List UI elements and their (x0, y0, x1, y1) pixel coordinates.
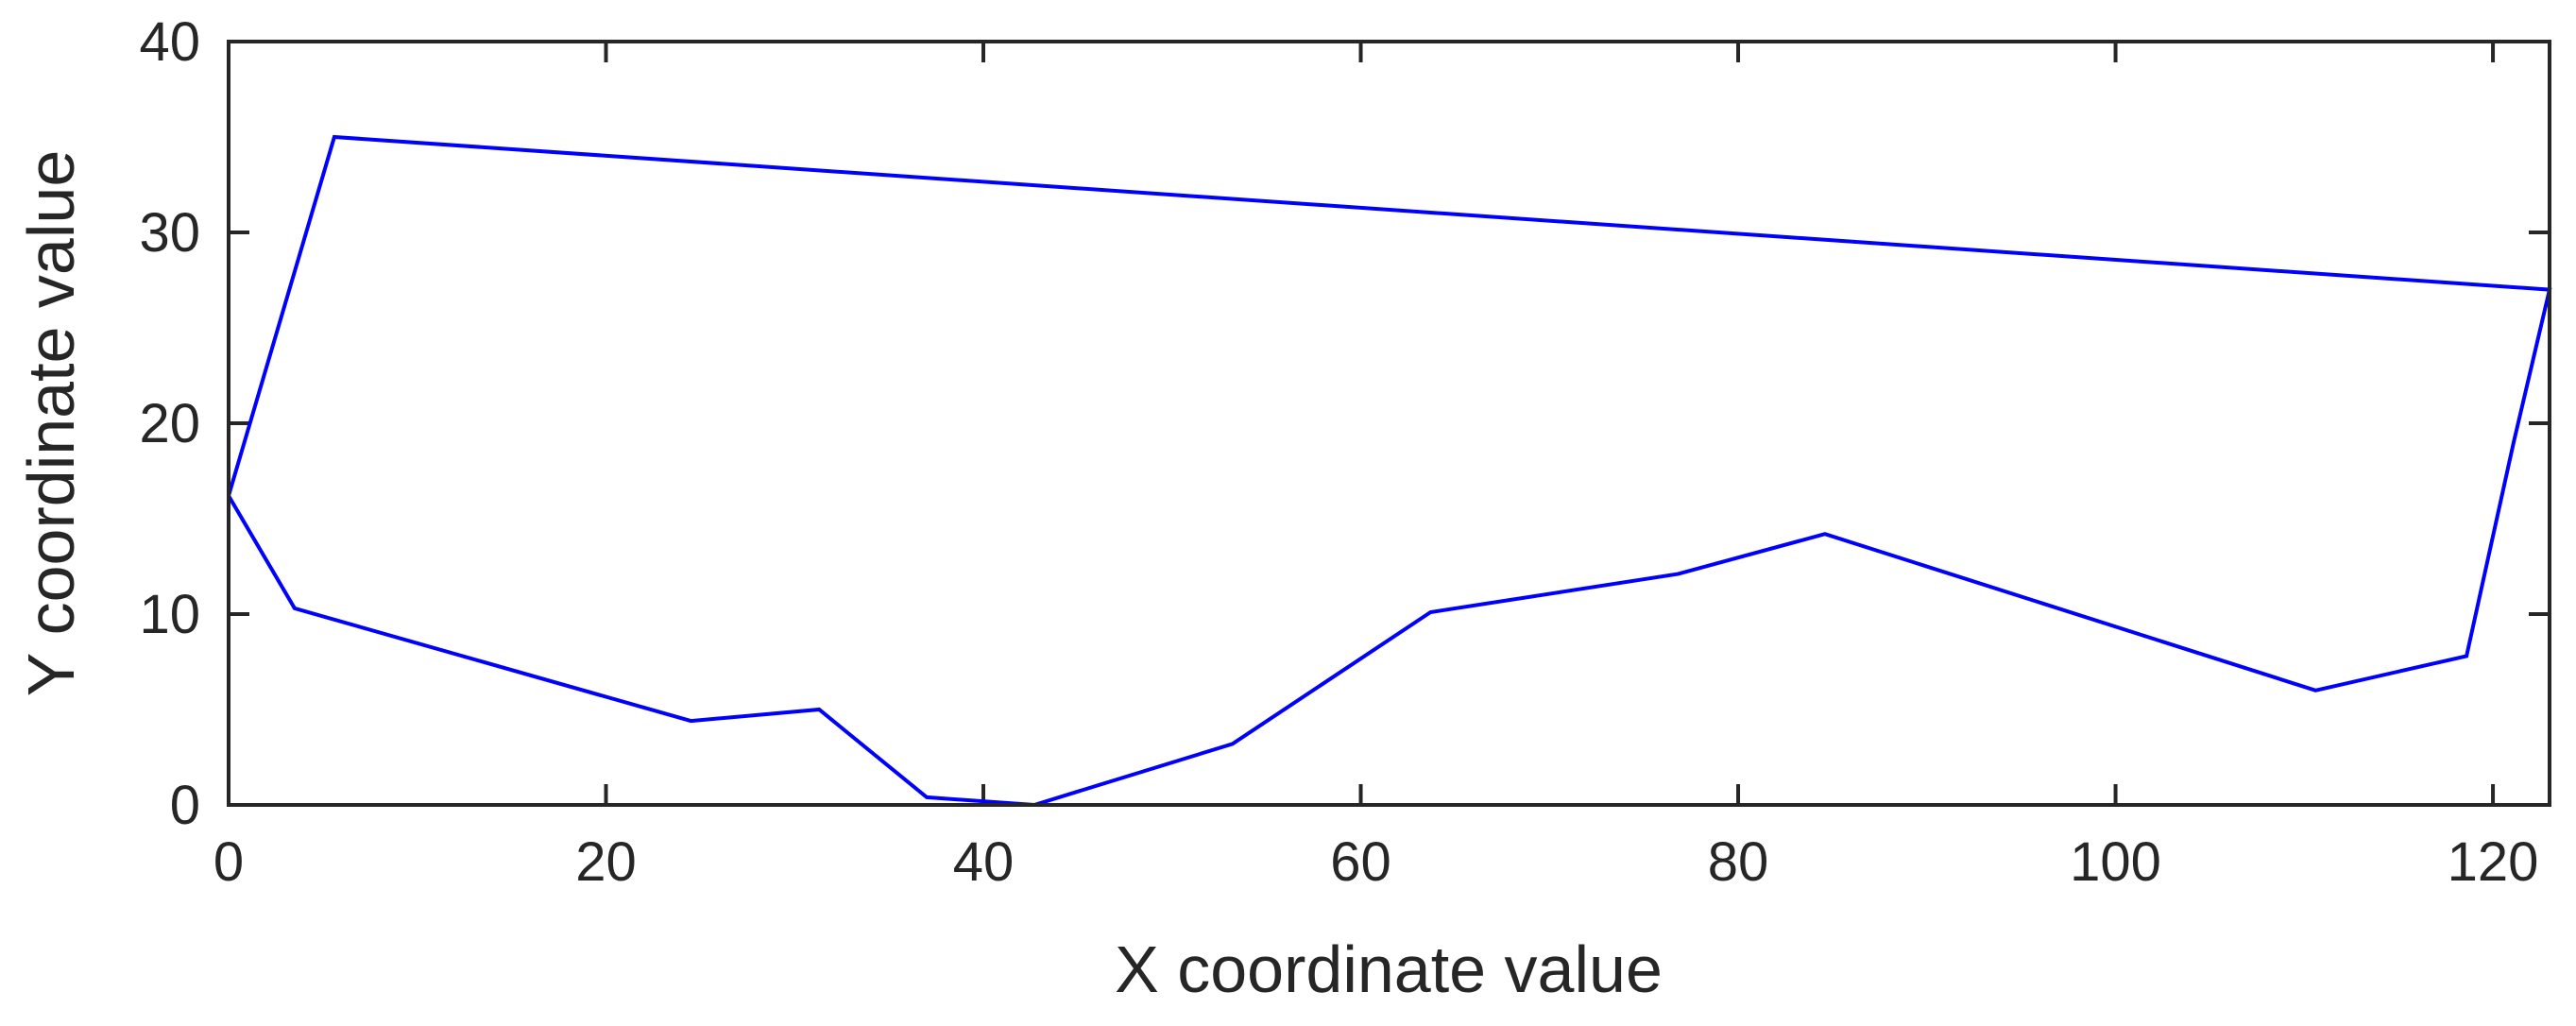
x-tick-label: 60 (1330, 831, 1391, 893)
y-tick-label: 40 (139, 11, 200, 73)
x-tick-label: 20 (575, 831, 637, 893)
y-axis-label: Y coordinate value (14, 150, 88, 697)
x-tick-label: 100 (2070, 831, 2161, 893)
y-tick-label: 0 (170, 775, 200, 836)
y-tick-label: 30 (139, 202, 200, 264)
x-tick-label: 120 (2448, 831, 2539, 893)
x-tick-label: 0 (213, 831, 244, 893)
y-tick-label: 20 (139, 393, 200, 454)
y-tick-label: 10 (139, 584, 200, 645)
series-layer (227, 134, 2552, 808)
x-tick-label: 80 (1708, 831, 1769, 893)
x-axis-label: X coordinate value (1115, 932, 1663, 1006)
x-tick-label: 40 (953, 831, 1015, 893)
plot-frame (227, 40, 2551, 807)
series-line-0 (227, 134, 2552, 808)
tick-labels-layer: 0 20 40 60 80 100 120 0 10 20 30 40 (139, 11, 2538, 893)
